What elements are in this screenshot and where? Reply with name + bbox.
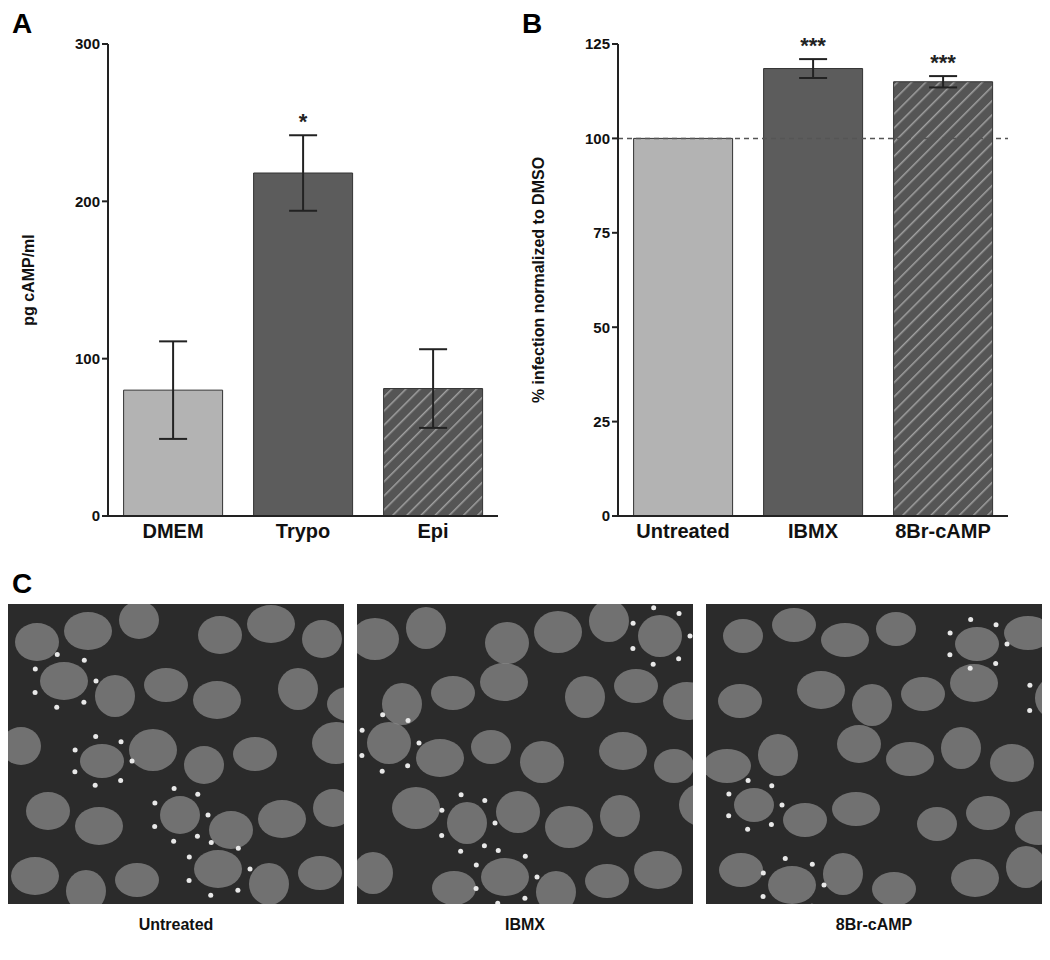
svg-text:Epi: Epi: [417, 520, 448, 542]
html-text:C: C: [12, 568, 33, 599]
svg-text:125: 125: [585, 35, 610, 52]
svg-text:300: 300: [75, 35, 100, 52]
svg-text:% infection normalized to DMSO: % infection normalized to DMSO: [530, 157, 547, 403]
svg-text:25: 25: [593, 413, 610, 430]
svg-text:75: 75: [593, 224, 610, 241]
svg-text:0: 0: [92, 507, 100, 524]
svg-text:0: 0: [602, 507, 610, 524]
svg-text:100: 100: [585, 130, 610, 147]
svg-text:*: *: [299, 109, 308, 134]
svg-text:100: 100: [75, 350, 100, 367]
svg-text:Untreated: Untreated: [636, 520, 729, 542]
svg-text:***: ***: [930, 50, 956, 75]
html-text:Untreated: Untreated: [138, 916, 214, 933]
svg-text:8Br-cAMP: 8Br-cAMP: [895, 520, 991, 542]
html-text:IBMX: IBMX: [505, 916, 545, 933]
svg-text:***: ***: [800, 33, 826, 58]
html-text:B: B: [522, 8, 543, 39]
svg-text:IBMX: IBMX: [788, 520, 839, 542]
svg-text:50: 50: [593, 319, 610, 336]
svg-text:DMEM: DMEM: [142, 520, 203, 542]
html-text:A: A: [12, 8, 33, 39]
svg-text:200: 200: [75, 193, 100, 210]
svg-text:Trypo: Trypo: [276, 520, 330, 542]
svg-text:pg cAMP/ml: pg cAMP/ml: [20, 234, 37, 326]
html-text:8Br-cAMP: 8Br-cAMP: [835, 916, 913, 933]
